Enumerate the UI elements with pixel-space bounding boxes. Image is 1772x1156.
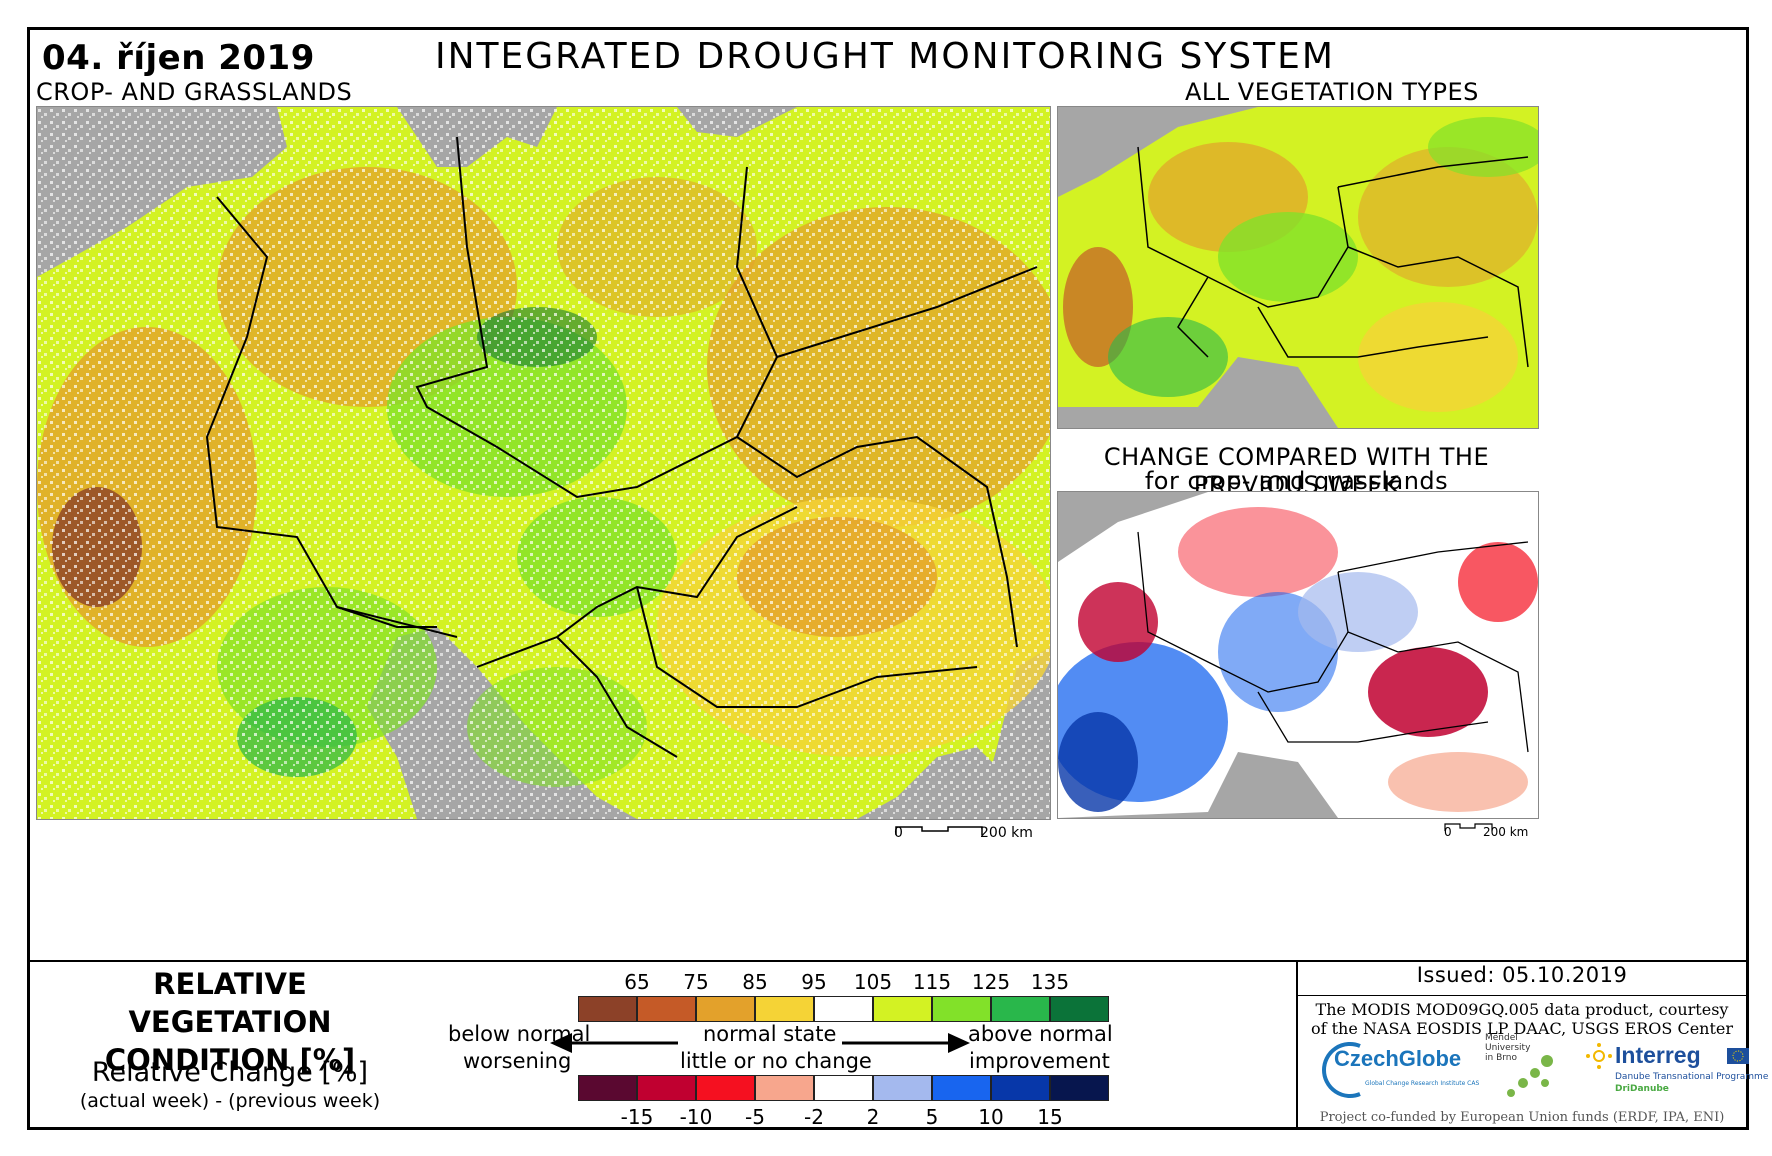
change-tick-label: 2 <box>866 1105 880 1129</box>
side-scale-zero: 0 <box>1444 825 1452 839</box>
credit-line1: The MODIS MOD09GQ.005 data product, cour… <box>1315 1000 1729 1019</box>
legend-title-line2: CONDITION [%] <box>104 1043 356 1077</box>
left-arrow-icon <box>550 1033 678 1053</box>
data-credit: The MODIS MOD09GQ.005 data product, cour… <box>1298 1000 1746 1038</box>
mendel-name: Mendel University in Brno <box>1485 1033 1531 1063</box>
interreg-name: Interreg <box>1615 1042 1701 1068</box>
czechglobe-name: CzechGlobe <box>1334 1046 1462 1071</box>
condition-swatch <box>1050 996 1109 1022</box>
main-scale-graphic <box>895 826 983 835</box>
legend-change-title: Relative Change [%] <box>91 1057 369 1088</box>
main-scale-zero: 0 <box>894 825 903 841</box>
czechglobe-logo[interactable]: CzechGlobe Global Change Research Instit… <box>1320 1040 1480 1100</box>
figure-frame: 04. říjen 2019 INTEGRATED DROUGHT MONITO… <box>27 27 1768 1130</box>
interreg-sun-icon <box>1586 1043 1612 1069</box>
condition-tick-label: 75 <box>683 970 709 994</box>
change-tick-label: 15 <box>1037 1105 1063 1129</box>
czechglobe-arc-icon <box>1322 1042 1361 1098</box>
change-tick-label: 10 <box>978 1105 1004 1129</box>
czechglobe-tagline: Global Change Research Institute CAS <box>1365 1080 1480 1087</box>
improvement-label: improvement <box>969 1049 1110 1073</box>
change-swatch <box>873 1075 932 1101</box>
condition-tick-label: 85 <box>742 970 768 994</box>
condition-swatch <box>578 996 637 1022</box>
right-arrow-icon <box>842 1033 970 1053</box>
change-tick-label: -10 <box>679 1105 713 1129</box>
condition-swatch <box>873 996 932 1022</box>
condition-tick-label: 115 <box>912 970 952 994</box>
legend-title: RELATIVE VEGETATION CONDITION [%] <box>80 965 380 1079</box>
all-vegetation-map[interactable] <box>1057 106 1539 429</box>
main-map-svg <box>37 107 1050 819</box>
side-scale-graphic <box>1444 823 1493 831</box>
main-scale-bar <box>892 823 1012 843</box>
footer-divider <box>1296 960 1298 1130</box>
credit-line2: of the NASA EOSDIS LP DAAC, USGS EROS Ce… <box>1310 1019 1734 1038</box>
condition-swatch <box>637 996 696 1022</box>
change-tick-label: 5 <box>925 1105 939 1129</box>
change-swatch <box>578 1075 637 1101</box>
side-scale-km: 200 km <box>1483 825 1529 839</box>
change-map-label: CHANGE COMPARED WITH THE PREVIOUS WEEK <box>1103 443 1490 499</box>
change-swatch <box>755 1075 814 1101</box>
change-swatch <box>814 1075 873 1101</box>
main-scale-km: 200 km <box>980 825 1033 841</box>
condition-tick-label: 135 <box>1030 970 1070 994</box>
interreg-project: DriDanube <box>1615 1084 1669 1094</box>
legend-divider <box>30 960 1746 962</box>
condition-swatch <box>755 996 814 1022</box>
condition-swatch <box>991 996 1050 1022</box>
change-map-sublabel: for crop- and grasslands <box>1144 467 1449 495</box>
main-map-label: CROP- AND GRASSLANDS <box>36 78 353 106</box>
side-scale-bar <box>1442 821 1502 839</box>
eu-flag-icon <box>1727 1048 1749 1064</box>
change-tick-label: -5 <box>745 1105 765 1129</box>
all-vegetation-svg <box>1058 107 1538 428</box>
condition-tick-label: 105 <box>853 970 893 994</box>
interreg-programme: Danube Transnational Programme <box>1615 1072 1769 1082</box>
change-swatch <box>1050 1075 1109 1101</box>
above-normal-label: above normal <box>968 1022 1113 1046</box>
mendel-dots-icon <box>1507 1055 1553 1097</box>
page-title: INTEGRATED DROUGHT MONITORING SYSTEM <box>435 36 1335 77</box>
issued-date: Issued: 05.10.2019 <box>1416 963 1628 987</box>
legend-title-line1: RELATIVE VEGETATION <box>128 967 332 1039</box>
change-color-scale <box>578 1075 1109 1101</box>
change-tick-label: -15 <box>620 1105 654 1129</box>
issued-divider <box>1298 995 1746 996</box>
interreg-logo[interactable]: Interreg Danube Transnational Programme … <box>1585 1040 1768 1100</box>
change-map-svg <box>1058 492 1538 818</box>
worsening-label: worsening <box>463 1049 572 1073</box>
condition-swatch <box>932 996 991 1022</box>
mendel-logo[interactable]: Mendel University in Brno <box>1485 1033 1575 1103</box>
issue-date: 04. říjen 2019 <box>42 38 315 78</box>
condition-swatch <box>814 996 873 1022</box>
all-vegetation-label: ALL VEGETATION TYPES <box>1185 78 1479 106</box>
condition-tick-label: 65 <box>624 970 650 994</box>
legend-change-subtitle: (actual week) - (previous week) <box>79 1090 381 1112</box>
condition-tick-label: 95 <box>801 970 827 994</box>
little-change-label: little or no change <box>680 1049 872 1073</box>
condition-tick-label: 125 <box>971 970 1011 994</box>
condition-color-scale <box>578 996 1109 1022</box>
normal-state-label: normal state <box>703 1022 837 1046</box>
change-tick-label: -2 <box>804 1105 824 1129</box>
change-swatch <box>696 1075 755 1101</box>
change-map[interactable] <box>1057 491 1539 819</box>
change-swatch <box>932 1075 991 1101</box>
main-condition-map[interactable] <box>36 106 1051 820</box>
change-swatch <box>637 1075 696 1101</box>
change-swatch <box>991 1075 1050 1101</box>
condition-swatch <box>696 996 755 1022</box>
funding-note: Project co-funded by European Union fund… <box>1319 1110 1725 1125</box>
